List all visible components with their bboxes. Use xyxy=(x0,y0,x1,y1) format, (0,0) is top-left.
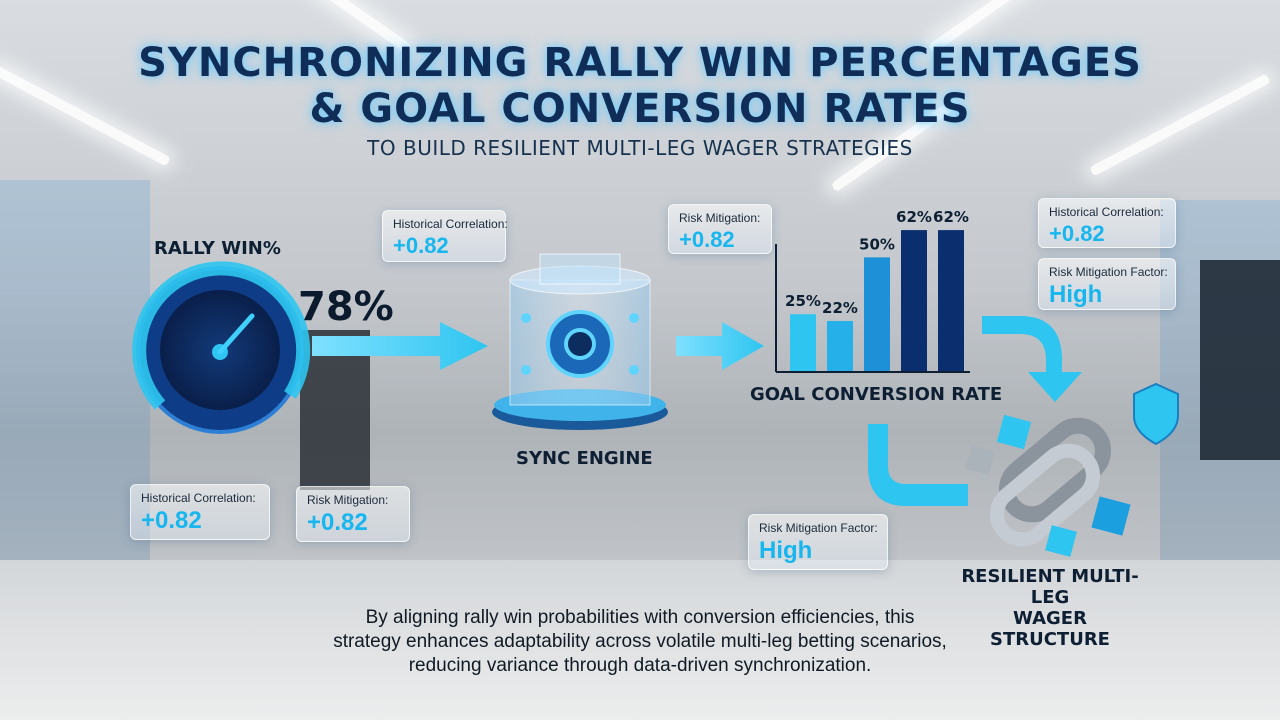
card-key: Historical Correlation: xyxy=(1049,205,1164,219)
risk-factor-card: Risk Mitigation Factor: High xyxy=(748,514,888,570)
conversion-bar-label: 25% xyxy=(785,292,821,310)
card-value: +0.82 xyxy=(393,233,449,258)
correlation-card: Historical Correlation: +0.82 xyxy=(1038,198,1176,248)
gauge-icon xyxy=(132,261,311,434)
conversion-bar xyxy=(827,321,853,371)
conversion-label: GOAL CONVERSION RATE xyxy=(750,384,1003,405)
description-line-1: By aligning rally win probabilities with… xyxy=(365,607,915,628)
server-rack xyxy=(300,330,370,490)
card-value: High xyxy=(1049,281,1103,308)
title-line-1: SYNCHRONIZING RALLY WIN PERCENTAGES xyxy=(138,40,1142,86)
result-label-line-2: WAGER STRUCTURE xyxy=(990,608,1110,650)
curved-connector-icon xyxy=(868,424,968,506)
card-key: Historical Correlation: xyxy=(393,217,508,231)
card-key: Risk Mitigation Factor: xyxy=(759,521,878,535)
description-line-3: reducing variance through data-driven sy… xyxy=(408,655,872,676)
header: SYNCHRONIZING RALLY WIN PERCENTAGES & GO… xyxy=(0,40,1280,160)
conversion-bar-label: 62% xyxy=(896,208,932,226)
arrow-right-icon xyxy=(312,322,488,370)
conversion-bars: 25% 22%50%62% 62% xyxy=(785,208,969,371)
server-rack xyxy=(1200,260,1280,460)
title-line-2: & GOAL CONVERSION RATES xyxy=(309,86,971,132)
result-label-line-1: RESILIENT MULTI-LEG xyxy=(961,566,1139,608)
result-label: RESILIENT MULTI-LEG WAGER STRUCTURE xyxy=(950,566,1150,650)
card-value: +0.82 xyxy=(141,507,202,534)
sync-engine-icon xyxy=(492,253,668,430)
card-value: +0.82 xyxy=(679,227,735,252)
chain-link-icon xyxy=(990,417,1111,547)
conversion-bar-label: 50% xyxy=(859,235,895,253)
card-key: Risk Mitigation: xyxy=(679,211,761,225)
engine-label: SYNC ENGINE xyxy=(516,448,653,469)
glass-wall-left xyxy=(0,180,150,600)
card-value: High xyxy=(759,537,813,564)
floor xyxy=(0,560,1280,720)
correlation-card: Historical Correlation: +0.82 xyxy=(130,484,270,540)
cube-icon xyxy=(965,414,1131,557)
conversion-bar xyxy=(864,257,890,371)
description: By aligning rally win probabilities with… xyxy=(200,606,1080,678)
card-key: Risk Mitigation: xyxy=(307,493,389,507)
conversion-bar-label: 62% xyxy=(933,208,969,226)
correlation-card: Historical Correlation: +0.82 xyxy=(382,210,508,262)
subtitle: TO BUILD RESILIENT MULTI-LEG WAGER STRAT… xyxy=(367,136,913,160)
risk-card: Risk Mitigation: +0.82 xyxy=(296,486,410,542)
description-line-2: strategy enhances adaptability across vo… xyxy=(333,631,947,652)
gauge-value: 78% xyxy=(298,284,394,330)
conversion-bar xyxy=(938,230,964,371)
risk-card: Risk Mitigation: +0.82 xyxy=(668,204,772,254)
card-key: Risk Mitigation Factor: xyxy=(1049,265,1168,279)
shield-icon xyxy=(1133,382,1179,446)
conversion-bar xyxy=(901,230,927,371)
curved-arrow-icon xyxy=(982,316,1082,402)
card-value: +0.82 xyxy=(1049,221,1105,246)
card-key: Historical Correlation: xyxy=(141,491,256,505)
conversion-bar xyxy=(790,314,816,371)
gauge-label: RALLY WIN% xyxy=(154,238,281,259)
risk-factor-card: Risk Mitigation Factor: High xyxy=(1038,258,1176,310)
card-value: +0.82 xyxy=(307,509,368,536)
arrow-right-icon xyxy=(676,322,764,370)
conversion-bar-label: 22% xyxy=(822,299,858,317)
